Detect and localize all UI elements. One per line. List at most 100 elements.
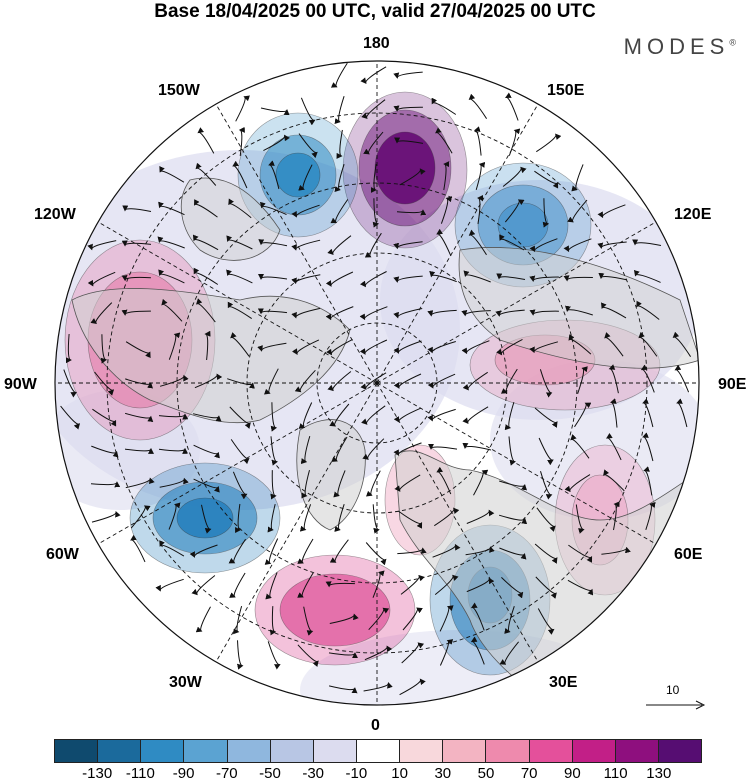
wind-vector-arrow	[508, 436, 516, 466]
wind-vector-arrow	[90, 302, 113, 324]
wind-vector-arrow	[534, 407, 558, 428]
wind-vector-arrow	[435, 127, 453, 154]
wind-vector-arrow	[427, 341, 456, 354]
wind-vector-arrow	[263, 368, 279, 395]
wind-vector-arrow	[393, 373, 422, 389]
wind-vector-arrow	[333, 470, 346, 498]
wind-vector-arrow	[325, 581, 355, 588]
meridian-line	[97, 382, 378, 545]
wind-vector-arrow	[161, 298, 183, 322]
wind-vector-arrow	[401, 642, 425, 664]
wind-vector-arrow	[158, 413, 189, 420]
colorbar-tick-label: -110	[125, 765, 155, 782]
wind-vector-arrow	[328, 685, 358, 694]
wind-vector-arrow	[604, 332, 624, 357]
wind-vector-arrow	[534, 543, 558, 564]
wind-vector-arrow	[230, 439, 250, 465]
colorbar-cell	[443, 740, 487, 762]
wind-vector-arrow	[606, 432, 622, 461]
wind-vector-arrow	[193, 267, 219, 285]
wind-vector-arrow	[468, 229, 487, 256]
wind-vector-arrow	[636, 300, 660, 320]
wind-vector-arrow	[359, 306, 388, 321]
lon-label-120w: 120W	[34, 206, 76, 223]
wind-vector-arrow	[536, 507, 556, 532]
wind-vector-arrow	[157, 236, 185, 249]
wind-vector-arrow	[257, 308, 288, 315]
wind-vector-arrow	[325, 271, 354, 287]
wind-vector-arrow	[396, 209, 427, 216]
wind-vector-arrow	[461, 340, 490, 355]
land-greenland	[296, 419, 366, 531]
wind-vector-arrow	[192, 413, 222, 422]
wind-vector-arrow	[91, 510, 121, 523]
wind-vector-arrow	[427, 309, 457, 317]
wind-vector-arrow	[258, 239, 288, 247]
colorbar-cell	[356, 740, 401, 762]
wind-vector-arrow	[372, 570, 385, 598]
wind-vector-arrow	[159, 166, 185, 183]
wind-vector-arrow	[229, 572, 246, 598]
wind-vector-arrow	[466, 509, 495, 524]
background-tint	[490, 360, 699, 520]
wind-vector-arrow	[291, 274, 321, 285]
wind-vector-arrow	[574, 402, 592, 428]
wind-vector-arrow	[529, 238, 558, 253]
wind-vector-arrow	[360, 372, 387, 390]
wind-vector-arrow	[100, 334, 108, 364]
colorbar-tick-label: 50	[477, 765, 495, 782]
wind-vector-arrow	[568, 334, 592, 355]
wind-vector-arrow	[462, 442, 492, 451]
wind-vector-arrow	[87, 240, 117, 251]
wind-vector-arrow	[461, 309, 491, 317]
wind-vector-arrow	[195, 606, 211, 633]
colorbar-tick-label: 30	[434, 765, 452, 782]
lon-label-90w: 90W	[4, 376, 37, 393]
wind-vector-arrow	[393, 308, 423, 319]
wind-vector-arrow	[122, 205, 152, 212]
wind-vector-arrow	[498, 514, 528, 525]
wind-vector-arrow	[470, 636, 485, 665]
wind-vector-arrow	[642, 398, 654, 428]
wind-vector-arrow	[632, 239, 662, 246]
wind-vector-arrow	[427, 408, 456, 422]
wind-vector-arrow	[94, 371, 115, 396]
wind-vector-arrow	[575, 504, 585, 534]
wind-vector-arrow	[499, 480, 527, 491]
wind-vector-arrow	[393, 442, 422, 456]
wind-vector-arrow	[564, 474, 591, 493]
wind-vector-arrow	[327, 371, 352, 392]
wind-vector-arrow	[258, 273, 288, 280]
colorbar-tick-label: -30	[302, 765, 325, 782]
wind-vector-arrow	[189, 544, 218, 558]
wind-vector-arrow	[267, 503, 276, 533]
wind-vector-arrow	[393, 105, 423, 112]
wind-vector-arrow	[300, 435, 311, 465]
wind-vector-arrow	[504, 401, 515, 431]
wind-vector-arrow	[204, 330, 211, 361]
colorbar-tick-label: 90	[564, 765, 581, 782]
map-border	[54, 60, 700, 706]
wind-vector-arrow	[329, 403, 350, 427]
wind-vector-arrow	[674, 364, 690, 393]
wind-vector-arrow	[597, 204, 626, 219]
wind-vector-arrow	[431, 97, 457, 115]
wind-vector-arrow	[597, 241, 627, 249]
wind-vector-arrow	[291, 239, 321, 251]
wind-vector-arrow	[197, 127, 215, 154]
meridian-line	[215, 103, 378, 384]
wind-vector-arrow	[502, 166, 527, 187]
wind-vector-arrow	[465, 546, 495, 556]
wind-vector-arrow	[393, 241, 423, 250]
wind-vector-arrow	[496, 273, 526, 280]
colorbar-cell	[400, 740, 444, 762]
wind-vector-arrow	[130, 534, 146, 563]
wind-vector-arrow	[334, 96, 345, 124]
wind-vector-arrow	[168, 502, 181, 530]
colorbar	[54, 739, 702, 763]
wind-vector-arrow	[610, 398, 618, 428]
wind-vector-arrow	[398, 510, 423, 529]
wind-vector-arrow	[642, 432, 654, 462]
wind-vector-arrow	[336, 129, 343, 159]
wind-vector-arrow	[270, 402, 278, 432]
